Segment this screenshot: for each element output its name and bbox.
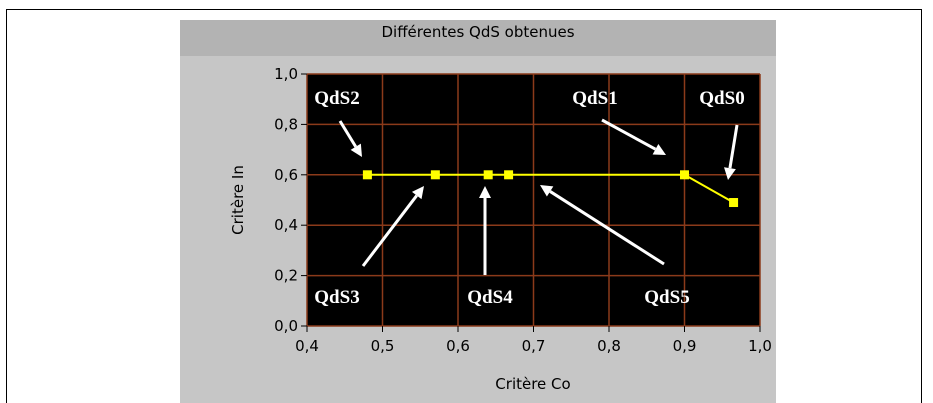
annotation-arrow-shaft xyxy=(549,190,665,266)
y-tick-label: 1,0 xyxy=(274,65,298,83)
y-tick-label: 0,4 xyxy=(274,216,298,234)
data-point xyxy=(680,170,689,180)
annotation-arrow-head xyxy=(724,167,736,180)
y-tick-label: 0,6 xyxy=(274,166,298,184)
chart-title: Différentes QdS obtenues xyxy=(381,23,574,41)
x-tick-label: 0,9 xyxy=(673,337,697,355)
annotation-label-qds2: QdS2 xyxy=(314,88,359,109)
figure-frame xyxy=(6,9,922,403)
annotation-label-qds5: QdS5 xyxy=(644,287,689,308)
x-tick-label: 1,0 xyxy=(748,337,772,355)
annotation-label-qds1: QdS1 xyxy=(572,88,617,109)
x-tick-label: 0,4 xyxy=(295,337,319,355)
y-tick-label: 0,0 xyxy=(274,317,298,335)
x-tick-label: 0,8 xyxy=(597,337,621,355)
annotation-arrow-head xyxy=(479,186,491,198)
series-line xyxy=(367,173,735,204)
x-tick-label: 0,6 xyxy=(446,337,470,355)
annotation-arrow-head xyxy=(350,143,362,157)
x-tick-label: 0,7 xyxy=(522,337,546,355)
annotation-arrow-shaft xyxy=(601,118,657,151)
x-axis-label: Critère Co xyxy=(495,375,570,393)
data-point xyxy=(362,170,372,180)
annotation-arrow-shaft xyxy=(361,194,418,267)
data-point xyxy=(504,170,514,180)
annotation-arrow-shaft xyxy=(338,120,358,148)
annotation-arrow-shaft xyxy=(728,124,739,169)
y-tick-label: 0,2 xyxy=(274,267,298,285)
annotation-label-qds0: QdS0 xyxy=(699,88,744,109)
data-point xyxy=(483,170,493,180)
annotation-label-qds4: QdS4 xyxy=(467,287,513,308)
annotation-arrow-head xyxy=(540,185,554,197)
x-tick-label: 0,5 xyxy=(371,337,395,355)
data-point xyxy=(729,198,739,208)
annotation-arrow-head xyxy=(652,143,666,155)
annotation-label-qds3: QdS3 xyxy=(314,287,359,308)
annotation-arrow-head xyxy=(411,186,424,200)
data-point xyxy=(430,170,440,180)
chart-title-bar xyxy=(180,20,776,56)
y-axis-label: Critère In xyxy=(229,165,247,235)
y-tick-label: 0,8 xyxy=(274,115,298,133)
